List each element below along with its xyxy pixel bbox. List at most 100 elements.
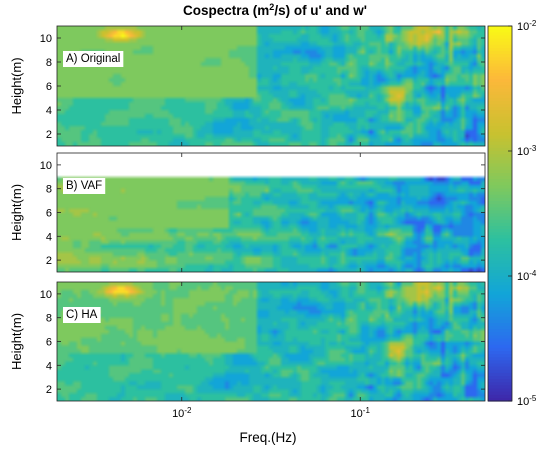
y-tick-label: 8 [46,184,52,196]
colorbar-segment [488,41,512,46]
colorbar-segment [488,176,512,180]
y-tick-label: 8 [46,313,52,325]
colorbar-segment [488,104,512,108]
colorbar-segment [488,272,512,277]
colorbar-segment [488,172,512,177]
colorbar-segment [488,185,512,190]
colorbar-tick-label: 10-3 [517,144,537,159]
colorbar-segment [488,129,512,133]
colorbar-segment [488,122,512,127]
colorbar-segment [488,94,512,99]
colorbar-segment [488,304,512,308]
colorbar-tick-label: 10-4 [517,269,537,284]
colorbar-segment [488,326,512,330]
colorbar-segment [488,241,512,246]
colorbar-segment [488,279,512,283]
colorbar-segment [488,372,512,377]
colorbar-segment [488,63,512,68]
panel-label-original: A) Original [63,51,124,67]
colorbar-segment [488,285,512,290]
y-axis-label: Height(m) [9,57,24,114]
colorbar-segment [488,388,512,393]
colorbar-segment [488,229,512,233]
colorbar-segment [488,79,512,83]
colorbar-segment [488,360,512,365]
colorbar-segment [488,213,512,218]
colorbar-segment [488,319,512,324]
colorbar-segment [488,382,512,386]
colorbar-segment [488,351,512,355]
colorbar-segment [488,169,512,174]
colorbar-segment [488,26,512,30]
colorbar-segment [488,266,512,271]
colorbar-segment [488,57,512,61]
colorbar-segment [488,151,512,155]
panel-label-vaf: B) VAF [63,178,106,194]
colorbar-segment [488,297,512,302]
y-tick-label: 2 [46,384,52,396]
colorbar-segment [488,113,512,118]
y-tick-label: 6 [46,208,52,220]
colorbar-segment [488,194,512,199]
colorbar-tick-label: 10-5 [517,394,537,409]
colorbar: 10-2 10-3 10-4 10-5 [487,19,537,409]
colorbar-segment [488,38,512,43]
colorbar-tick-label: 10-2 [517,19,537,34]
colorbar-segment [488,210,512,215]
colorbar-segment [488,385,512,390]
colorbar-segment [488,44,512,49]
colorbar-segment [488,357,512,361]
colorbar-segment [488,332,512,336]
colorbar-segment [488,76,512,80]
colorbar-segment [488,276,512,280]
colorbar-segment [488,226,512,230]
colorbar-segment [488,335,512,340]
colorbar-segment [488,269,512,274]
colorbar-segment [488,144,512,149]
chart-title: Cospectra (m2/s) of u' and w' [183,2,367,18]
panel-label-ha: C) HA [63,307,101,323]
colorbar-segment [488,182,512,186]
y-tick-label: 4 [46,360,52,372]
colorbar-segment [488,322,512,327]
colorbar-segment [488,116,512,121]
colorbar-segment [488,247,512,252]
y-tick-label: 2 [46,255,52,267]
y-tick-label: 6 [46,81,52,93]
colorbar-segment [488,251,512,255]
colorbar-segment [488,235,512,240]
colorbar-segment [488,188,512,193]
colorbar-segment [488,191,512,196]
cospectra-field-original [57,26,485,146]
cospectra-field-ha [57,282,485,401]
colorbar-segment [488,260,512,265]
x-tick-labels: 10-2 10-1 [172,406,370,421]
colorbar-segment [488,157,512,161]
colorbar-segment [488,291,512,296]
panel-original: A) Original 2 4 6 8 10 Height(m) [9,25,486,147]
colorbar-segment [488,35,512,40]
colorbar-segment [488,244,512,249]
colorbar-segment [488,216,512,221]
colorbar-segment [488,376,512,380]
colorbar-segment [488,341,512,346]
colorbar-segment [488,97,512,102]
colorbar-frame [487,25,513,402]
y-tick-label: 4 [46,105,52,117]
colorbar-segment [488,72,512,77]
panel-label-box [63,178,106,194]
panel-label-box [63,51,124,67]
colorbar-segment [488,391,512,396]
colorbar-segment [488,160,512,165]
colorbar-segment [488,219,512,224]
colorbar-segment [488,82,512,86]
colorbar-segment [488,32,512,36]
panel-ha: C) HA 2 4 6 8 10 Height(m) [9,281,486,402]
colorbar-segment [488,69,512,74]
y-tick-label: 6 [46,337,52,349]
colorbar-segment [488,379,512,383]
x-axis-label: Freq.(Hz) [240,430,297,445]
colorbar-segment [488,310,512,315]
colorbar-segment [488,263,512,268]
